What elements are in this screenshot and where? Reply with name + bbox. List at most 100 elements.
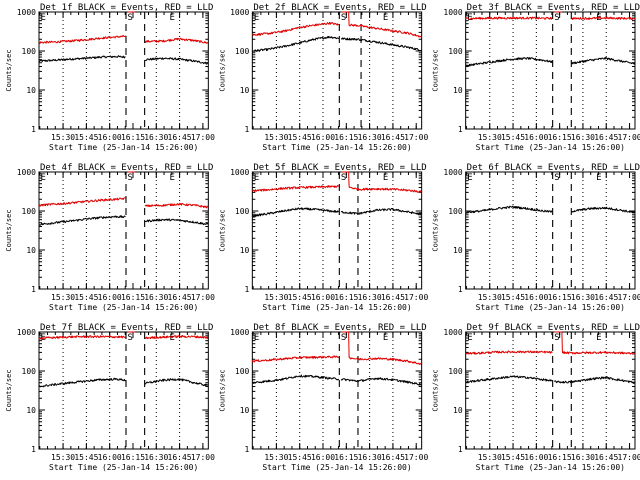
- x-axis-label: Start Time (25-Jan-14 15:26:00): [262, 303, 411, 312]
- event-marker-label: E: [596, 173, 601, 183]
- x-axis-label: Start Time (25-Jan-14 15:26:00): [49, 143, 198, 152]
- series-line-lld: [465, 331, 635, 355]
- panel-det-4: Det 4f BLACK = Events, RED = LLD 1 10 100 10…: [5, 163, 215, 312]
- event-marker-label: E: [169, 173, 174, 183]
- x-tick-label: 15:45: [501, 133, 525, 142]
- x-tick-label: 15:45: [74, 293, 98, 302]
- x-tick-label: 16:00: [311, 133, 335, 142]
- event-marker-label: E: [41, 13, 46, 23]
- y-tick-label: 1: [245, 285, 250, 294]
- y-axis-label: Counts/sec: [432, 369, 440, 411]
- y-axis-label: Counts/sec: [5, 49, 13, 91]
- x-tick-label: 16:15: [334, 133, 358, 142]
- y-tick-label: 1: [458, 285, 463, 294]
- y-tick-label: 10: [453, 406, 463, 415]
- x-tick-label: 16:00: [524, 293, 548, 302]
- x-axis-label: Start Time (25-Jan-14 15:26:00): [476, 143, 625, 152]
- y-tick-label: 100: [235, 367, 250, 376]
- event-marker-label: E: [254, 333, 259, 343]
- x-tick-label: 16:30: [144, 293, 168, 302]
- event-marker-label: S: [128, 173, 133, 183]
- y-tick-label: 1: [458, 445, 463, 454]
- y-tick-label: 1: [458, 125, 463, 134]
- x-tick-label: 16:30: [358, 133, 382, 142]
- panel-det-9: Det 9f BLACK = Events, RED = LLD 1 10 100 10…: [432, 323, 640, 472]
- event-marker-label: S: [128, 13, 133, 23]
- panel-title: Det 2f BLACK = Events, RED = LLD: [253, 3, 426, 13]
- y-tick-label: 10: [240, 86, 250, 95]
- x-tick-label: 15:45: [74, 453, 98, 462]
- x-tick-label: 16:30: [358, 293, 382, 302]
- y-tick-label: 10: [26, 246, 36, 255]
- panel-det-5: Det 5f BLACK = Events, RED = LLD 1 10 100 10…: [218, 163, 428, 312]
- x-tick-label: 17:00: [191, 453, 215, 462]
- y-axis-label: Counts/sec: [5, 369, 13, 411]
- y-tick-label: 100: [22, 367, 37, 376]
- x-tick-label: 16:45: [168, 293, 192, 302]
- event-marker-label: E: [596, 333, 601, 343]
- x-tick-label: 16:45: [168, 133, 192, 142]
- plot-frame: [465, 331, 636, 450]
- plot-frame: [465, 171, 636, 290]
- y-tick-label: 1: [31, 445, 36, 454]
- y-tick-label: 1000: [443, 168, 462, 177]
- series-line-lld: [251, 331, 422, 365]
- x-tick-label: 16:00: [98, 453, 122, 462]
- x-tick-label: 16:45: [381, 293, 405, 302]
- x-tick-label: 15:45: [288, 453, 312, 462]
- x-tick-label: 16:45: [381, 453, 405, 462]
- x-tick-label: 16:30: [358, 453, 382, 462]
- series-line-lld: [38, 171, 209, 209]
- x-tick-label: 16:30: [571, 133, 595, 142]
- x-tick-label: 15:30: [51, 133, 75, 142]
- y-tick-label: 10: [26, 406, 36, 415]
- x-tick-label: 15:45: [288, 133, 312, 142]
- y-tick-label: 10: [453, 86, 463, 95]
- y-tick-label: 10: [453, 246, 463, 255]
- x-tick-label: 16:30: [144, 133, 168, 142]
- y-tick-label: 100: [448, 207, 463, 216]
- event-marker-label: S: [128, 333, 133, 343]
- event-marker-label: E: [169, 13, 174, 23]
- x-tick-label: 17:00: [191, 133, 215, 142]
- x-tick-label: 16:15: [121, 133, 145, 142]
- panel-det-7: Det 7f BLACK = Events, RED = LLD 1 10 100 10…: [5, 323, 215, 472]
- x-tick-label: 16:00: [98, 133, 122, 142]
- y-tick-label: 100: [235, 47, 250, 56]
- plot-frame: [251, 331, 423, 450]
- x-tick-label: 17:00: [404, 133, 428, 142]
- x-tick-label: 16:00: [311, 293, 335, 302]
- x-tick-label: 16:00: [98, 293, 122, 302]
- event-marker-label: E: [383, 173, 388, 183]
- x-tick-label: 17:00: [618, 453, 640, 462]
- panel-det-1: Det 1f BLACK = Events, RED = LLD 1 10 100 10…: [5, 3, 215, 152]
- x-tick-label: 16:15: [548, 293, 572, 302]
- x-tick-label: 17:00: [618, 133, 640, 142]
- x-tick-label: 15:30: [51, 453, 75, 462]
- y-tick-label: 10: [240, 246, 250, 255]
- x-axis-label: Start Time (25-Jan-14 15:26:00): [49, 463, 198, 472]
- x-tick-label: 15:45: [501, 453, 525, 462]
- y-axis-label: Counts/sec: [218, 209, 226, 251]
- event-marker-label: S: [554, 13, 559, 23]
- y-tick-label: 1000: [230, 8, 249, 17]
- y-tick-label: 1: [245, 445, 250, 454]
- series-line-events: [38, 215, 209, 226]
- x-axis-label: Start Time (25-Jan-14 15:26:00): [49, 303, 198, 312]
- panel-title: Det 5f BLACK = Events, RED = LLD: [253, 163, 426, 173]
- series-line-lld: [38, 331, 209, 340]
- panel-det-2: Det 2f BLACK = Events, RED = LLD 1 10 100 10…: [218, 3, 428, 152]
- y-tick-label: 1: [31, 285, 36, 294]
- x-tick-label: 17:00: [618, 293, 640, 302]
- panel-title: Det 7f BLACK = Events, RED = LLD: [40, 323, 213, 333]
- event-marker-label: S: [341, 173, 346, 183]
- y-tick-label: 10: [240, 406, 250, 415]
- plot-frame: [251, 11, 423, 130]
- x-tick-label: 17:00: [404, 453, 428, 462]
- series-line-lld: [465, 11, 636, 20]
- y-tick-label: 1000: [443, 328, 462, 337]
- series-line-events: [252, 207, 422, 218]
- panel-title: Det 6f BLACK = Events, RED = LLD: [467, 163, 640, 173]
- y-tick-label: 1: [31, 125, 36, 134]
- x-tick-label: 16:15: [334, 453, 358, 462]
